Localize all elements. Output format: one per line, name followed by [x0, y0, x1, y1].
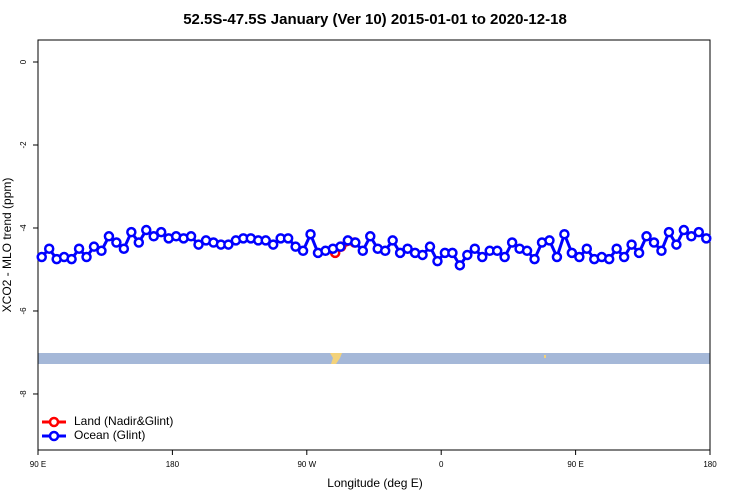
legend-marker [48, 416, 60, 428]
data-point [477, 251, 488, 263]
data-point [603, 253, 615, 265]
data-point [305, 228, 316, 240]
data-point [574, 251, 585, 263]
data-point [693, 226, 705, 238]
data-point [118, 243, 130, 254]
x-tick-label: 90 W [297, 460, 316, 469]
data-point [267, 239, 279, 250]
data-point [290, 241, 301, 252]
data-point [424, 241, 436, 252]
data-point [506, 237, 518, 248]
x-tick-label: 180 [703, 460, 717, 469]
y-tick-label: 0 [19, 59, 28, 64]
data-point [88, 241, 100, 252]
data-point [633, 247, 645, 259]
data-point [611, 243, 622, 254]
data-point [282, 233, 294, 244]
data-point [394, 247, 406, 259]
data-point [185, 231, 197, 242]
data-point [641, 231, 652, 242]
data-point [36, 251, 47, 263]
plot-frame [37, 39, 711, 451]
data-point [462, 249, 473, 261]
data-point [141, 224, 152, 236]
data-point [193, 239, 204, 250]
data-point [656, 245, 667, 257]
legend-label: Land (Nadir&Glint) [74, 414, 173, 428]
data-point [626, 239, 637, 250]
data-point [297, 245, 309, 257]
data-point [81, 251, 92, 263]
data-point [417, 249, 428, 261]
land-strip [330, 353, 342, 364]
land-strip [544, 355, 546, 358]
data-point [66, 253, 77, 265]
data-point [350, 237, 361, 248]
data-point [559, 228, 570, 240]
data-point [566, 247, 578, 259]
data-point [223, 239, 234, 250]
data-point [701, 233, 712, 244]
data-point [491, 245, 503, 257]
data-point [357, 245, 369, 257]
data-point [43, 243, 55, 254]
data-point [402, 243, 413, 254]
data-point [454, 260, 466, 271]
data-point [335, 241, 346, 252]
data-point [618, 251, 630, 263]
data-point [432, 255, 443, 267]
x-tick-label: 90 E [30, 460, 46, 469]
data-point [387, 235, 398, 246]
x-tick-label: 0 [439, 460, 444, 469]
data-point [544, 235, 555, 246]
legend-marker [48, 430, 60, 442]
x-axis-label: Longitude (deg E) [327, 476, 422, 490]
legend-label: Ocean (Glint) [74, 428, 145, 442]
data-point [133, 237, 145, 248]
data-point [148, 231, 159, 242]
data-point [551, 251, 563, 263]
y-axis-label: XCO2 - MLO trend (ppm) [0, 178, 14, 313]
surface-strip [38, 353, 710, 364]
x-tick-label: 90 E [567, 460, 583, 469]
chart-title: 52.5S-47.5S January (Ver 10) 2015-01-01 … [183, 11, 567, 28]
data-point [529, 253, 540, 265]
data-point [678, 224, 690, 236]
data-point [126, 226, 137, 238]
y-tick-label: -4 [19, 224, 28, 232]
y-tick-label: -8 [19, 390, 28, 398]
y-tick-label: -2 [19, 141, 28, 149]
x-tick-label: 180 [166, 460, 180, 469]
data-point [73, 243, 85, 254]
data-point [663, 226, 675, 238]
data-point [686, 231, 697, 242]
data-point [447, 247, 458, 259]
data-point [96, 245, 107, 257]
data-point [648, 237, 660, 248]
data-point [469, 243, 481, 254]
data-point [111, 237, 122, 248]
data-point [260, 235, 271, 246]
data-point [581, 243, 593, 254]
y-tick-label: -6 [19, 307, 28, 315]
data-point [103, 231, 115, 242]
data-point [499, 251, 510, 263]
data-point [365, 231, 376, 242]
data-point [379, 245, 391, 257]
data-point [521, 245, 533, 257]
data-point [155, 226, 167, 238]
data-point [671, 239, 682, 250]
